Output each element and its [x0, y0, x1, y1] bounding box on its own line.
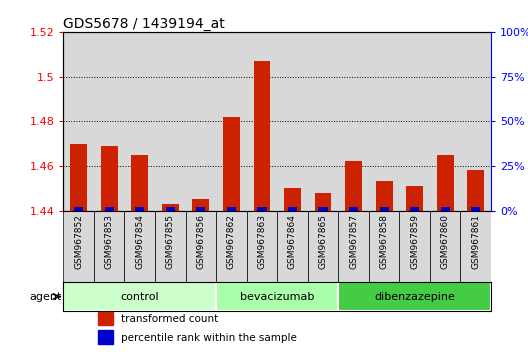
Bar	[101, 146, 118, 211]
Text: GSM967855: GSM967855	[166, 214, 175, 269]
Bar	[376, 182, 392, 211]
Bar	[406, 186, 423, 211]
Bar	[74, 207, 83, 211]
Text: GSM967862: GSM967862	[227, 214, 236, 269]
Bar	[338, 211, 369, 282]
Text: GSM967865: GSM967865	[318, 214, 327, 269]
Bar	[369, 32, 399, 211]
Bar	[227, 207, 236, 211]
Text: GSM967854: GSM967854	[135, 214, 144, 269]
Bar	[257, 207, 267, 211]
Bar	[318, 207, 327, 211]
Text: GSM967852: GSM967852	[74, 214, 83, 269]
Bar	[216, 282, 338, 311]
Bar	[185, 32, 216, 211]
Bar	[192, 199, 209, 211]
Bar	[94, 32, 125, 211]
Text: agent: agent	[30, 292, 62, 302]
Bar	[247, 32, 277, 211]
Bar	[166, 207, 175, 211]
Bar	[70, 143, 87, 211]
Bar	[430, 211, 460, 282]
Text: GSM967863: GSM967863	[258, 214, 267, 269]
Bar	[284, 188, 301, 211]
Bar	[460, 211, 491, 282]
Bar	[247, 211, 277, 282]
Bar	[399, 32, 430, 211]
Bar	[125, 211, 155, 282]
Text: GSM967857: GSM967857	[349, 214, 358, 269]
Bar	[162, 204, 178, 211]
Bar	[98, 331, 112, 344]
Bar	[135, 207, 144, 211]
Text: transformed count: transformed count	[121, 314, 219, 324]
Bar	[155, 32, 185, 211]
Bar	[253, 61, 270, 211]
Bar	[441, 207, 450, 211]
Text: GSM967853: GSM967853	[105, 214, 114, 269]
Bar	[315, 193, 332, 211]
Bar	[196, 207, 205, 211]
Bar	[399, 211, 430, 282]
Bar	[185, 211, 216, 282]
Bar	[216, 211, 247, 282]
Text: percentile rank within the sample: percentile rank within the sample	[121, 333, 297, 343]
Bar	[63, 282, 216, 311]
Text: GSM967858: GSM967858	[380, 214, 389, 269]
Bar	[288, 207, 297, 211]
Bar	[430, 32, 460, 211]
Bar	[338, 282, 491, 311]
Text: GSM967860: GSM967860	[441, 214, 450, 269]
Text: bevacizumab: bevacizumab	[240, 292, 314, 302]
Bar	[410, 207, 419, 211]
Bar	[105, 207, 114, 211]
Text: GSM967864: GSM967864	[288, 214, 297, 269]
Bar	[308, 211, 338, 282]
Bar	[223, 117, 240, 211]
Bar	[216, 32, 247, 211]
Bar	[125, 32, 155, 211]
Bar	[277, 32, 308, 211]
Text: GSM967856: GSM967856	[196, 214, 205, 269]
Bar	[338, 32, 369, 211]
Bar	[471, 207, 480, 211]
Bar	[63, 211, 94, 282]
Bar	[467, 170, 484, 211]
Bar	[308, 32, 338, 211]
Text: control: control	[120, 292, 159, 302]
Text: GSM967861: GSM967861	[472, 214, 480, 269]
Text: GSM967859: GSM967859	[410, 214, 419, 269]
Bar	[98, 312, 112, 325]
Bar	[63, 32, 94, 211]
Bar	[277, 211, 308, 282]
Bar	[349, 207, 358, 211]
Bar	[369, 211, 399, 282]
Bar	[155, 211, 185, 282]
Bar	[460, 32, 491, 211]
Text: dibenzazepine: dibenzazepine	[374, 292, 455, 302]
Bar	[437, 155, 454, 211]
Text: GDS5678 / 1439194_at: GDS5678 / 1439194_at	[63, 17, 225, 31]
Bar	[380, 207, 389, 211]
Bar	[131, 155, 148, 211]
Bar	[94, 211, 125, 282]
Bar	[345, 161, 362, 211]
